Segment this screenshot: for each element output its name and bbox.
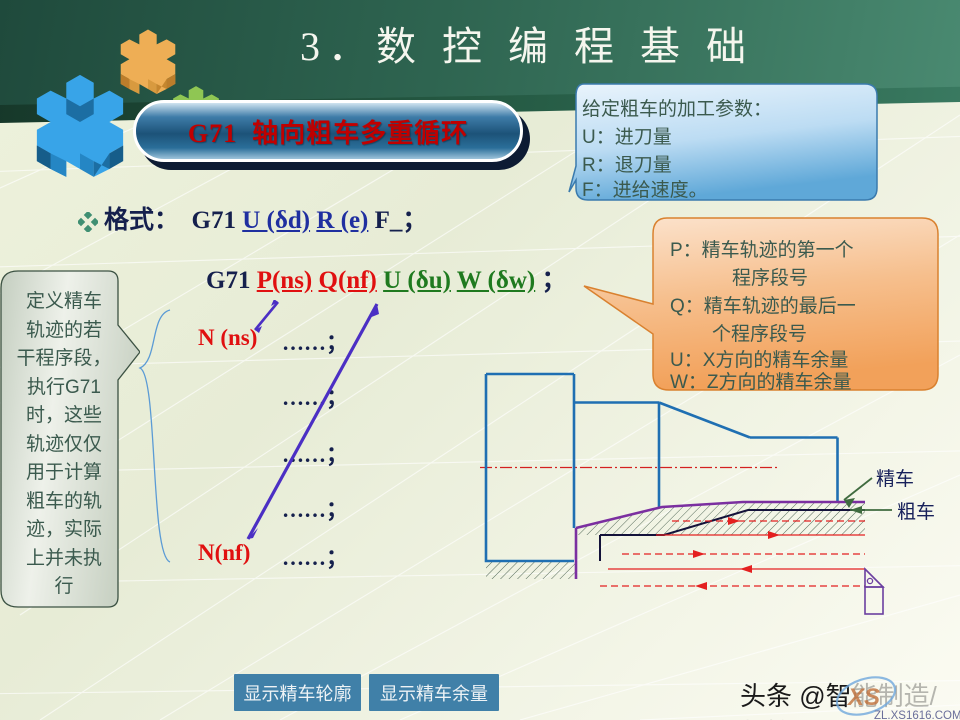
svg-text:给定粗车的加工参数：: 给定粗车的加工参数： — [582, 98, 772, 120]
svg-text:程序段号: 程序段号 — [732, 267, 808, 289]
svg-text:精车: 精车 — [876, 468, 914, 490]
svg-text:R：退刀量: R：退刀量 — [582, 154, 672, 176]
svg-text:粗车: 粗车 — [897, 501, 935, 523]
svg-text:XS: XS — [846, 684, 880, 711]
svg-text:P：精车轨迹的第一个: P：精车轨迹的第一个 — [670, 239, 854, 261]
svg-text:ZL.XS1616.COM: ZL.XS1616.COM — [874, 710, 960, 720]
svg-text:U：X方向的精车余量: U：X方向的精车余量 — [670, 349, 848, 371]
svg-text:Q：精车轨迹的最后一: Q：精车轨迹的最后一 — [670, 295, 856, 317]
svg-text:U：进刀量: U：进刀量 — [582, 126, 672, 148]
svg-text:个程序段号: 个程序段号 — [712, 323, 807, 345]
svg-text:F：进给速度。: F：进给速度。 — [582, 179, 708, 201]
